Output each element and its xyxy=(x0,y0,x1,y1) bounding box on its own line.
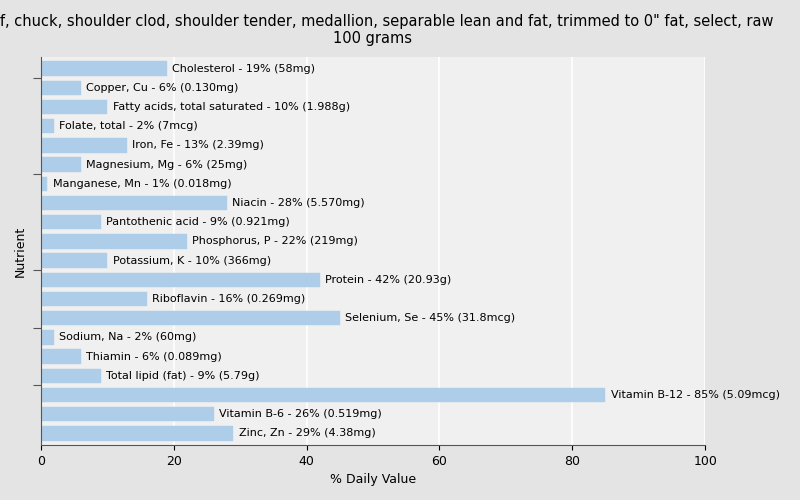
Text: Phosphorus, P - 22% (219mg): Phosphorus, P - 22% (219mg) xyxy=(192,236,358,246)
Text: Potassium, K - 10% (366mg): Potassium, K - 10% (366mg) xyxy=(113,256,270,266)
Bar xyxy=(41,138,127,152)
Bar xyxy=(41,311,340,326)
Text: Copper, Cu - 6% (0.130mg): Copper, Cu - 6% (0.130mg) xyxy=(86,83,238,93)
Bar xyxy=(41,292,147,306)
Bar xyxy=(41,254,107,268)
Bar xyxy=(41,215,101,230)
Text: Iron, Fe - 13% (2.39mg): Iron, Fe - 13% (2.39mg) xyxy=(133,140,264,150)
Bar xyxy=(41,330,54,344)
Text: Cholesterol - 19% (58mg): Cholesterol - 19% (58mg) xyxy=(172,64,315,74)
X-axis label: % Daily Value: % Daily Value xyxy=(330,473,416,486)
Text: Riboflavin - 16% (0.269mg): Riboflavin - 16% (0.269mg) xyxy=(152,294,306,304)
Text: Sodium, Na - 2% (60mg): Sodium, Na - 2% (60mg) xyxy=(59,332,197,342)
Bar xyxy=(41,407,214,422)
Y-axis label: Nutrient: Nutrient xyxy=(14,226,27,276)
Bar xyxy=(41,119,54,134)
Bar xyxy=(41,80,81,95)
Text: Vitamin B-6 - 26% (0.519mg): Vitamin B-6 - 26% (0.519mg) xyxy=(219,409,382,419)
Text: Thiamin - 6% (0.089mg): Thiamin - 6% (0.089mg) xyxy=(86,352,222,362)
Text: Manganese, Mn - 1% (0.018mg): Manganese, Mn - 1% (0.018mg) xyxy=(53,179,231,189)
Bar xyxy=(41,176,47,191)
Bar xyxy=(41,350,81,364)
Text: Fatty acids, total saturated - 10% (1.988g): Fatty acids, total saturated - 10% (1.98… xyxy=(113,102,350,112)
Text: Niacin - 28% (5.570mg): Niacin - 28% (5.570mg) xyxy=(232,198,365,208)
Text: Selenium, Se - 45% (31.8mcg): Selenium, Se - 45% (31.8mcg) xyxy=(345,313,515,323)
Title: Beef, chuck, shoulder clod, shoulder tender, medallion, separable lean and fat, : Beef, chuck, shoulder clod, shoulder ten… xyxy=(0,14,774,46)
Bar xyxy=(41,272,320,287)
Text: Folate, total - 2% (7mcg): Folate, total - 2% (7mcg) xyxy=(59,122,198,132)
Text: Protein - 42% (20.93g): Protein - 42% (20.93g) xyxy=(325,275,451,285)
Bar xyxy=(41,100,107,114)
Text: Vitamin B-12 - 85% (5.09mcg): Vitamin B-12 - 85% (5.09mcg) xyxy=(611,390,780,400)
Text: Total lipid (fat) - 9% (5.79g): Total lipid (fat) - 9% (5.79g) xyxy=(106,370,259,380)
Text: Zinc, Zn - 29% (4.38mg): Zinc, Zn - 29% (4.38mg) xyxy=(238,428,375,438)
Bar xyxy=(41,196,227,210)
Bar xyxy=(41,426,234,440)
Text: Pantothenic acid - 9% (0.921mg): Pantothenic acid - 9% (0.921mg) xyxy=(106,217,290,227)
Bar xyxy=(41,62,167,76)
Bar xyxy=(41,158,81,172)
Bar xyxy=(41,388,606,402)
Text: Magnesium, Mg - 6% (25mg): Magnesium, Mg - 6% (25mg) xyxy=(86,160,247,170)
Bar xyxy=(41,234,187,248)
Bar xyxy=(41,368,101,383)
